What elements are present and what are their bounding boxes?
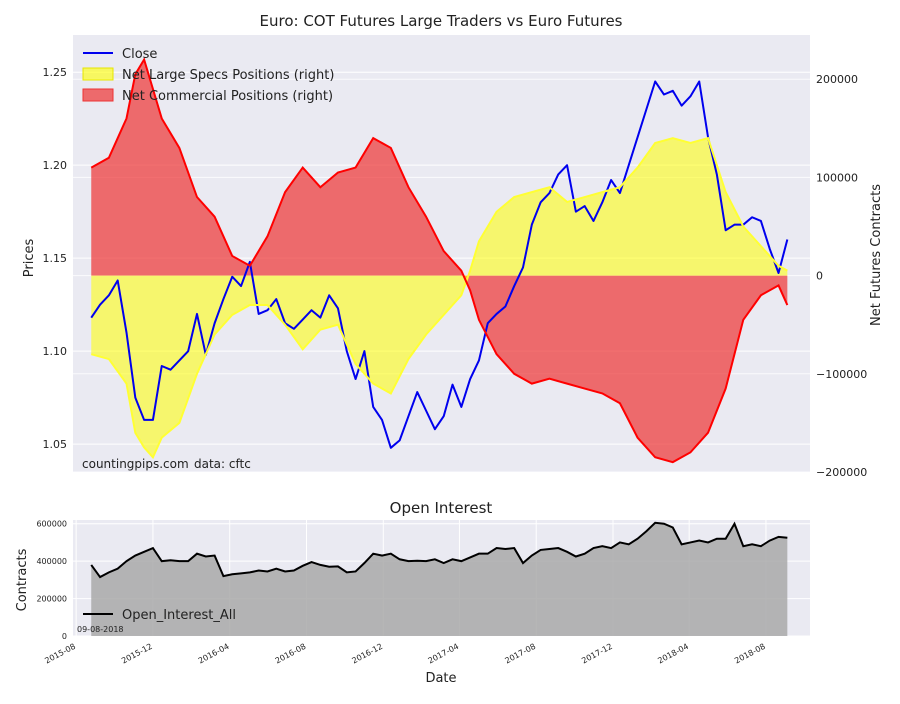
legend-open-interest-label: Open_Interest_All [122, 608, 236, 623]
left-tick-label: 1.05 [43, 438, 68, 451]
left-axis-label: Prices [22, 239, 37, 278]
open-interest-line [90, 521, 788, 579]
right-axis-label: Net Futures Contracts [869, 184, 884, 326]
specs-area [91, 138, 788, 458]
right-tick-label: −100000 [816, 368, 867, 381]
left-tick-label: 1.25 [43, 66, 68, 79]
right-tick-label: 100000 [816, 171, 858, 184]
bottom-chart-title: Open Interest [390, 499, 493, 517]
bottom-y-ticks: 0 200000 400000 600000 [36, 520, 67, 641]
legend-specs-swatch [82, 67, 114, 81]
left-tick-label: 1.15 [43, 252, 68, 265]
bottom-y-tick-label: 0 [62, 632, 67, 641]
left-tick-label: 1.10 [43, 345, 68, 358]
legend-specs-label: Net Large Specs Positions (right) [122, 68, 334, 83]
date-annotation: 09-08-2018 [77, 625, 124, 634]
bottom-y-tick-label: 400000 [36, 557, 67, 566]
source-text: data: cftc [194, 457, 251, 471]
commercial-area [91, 59, 788, 463]
left-tick-label: 1.20 [43, 159, 68, 172]
top-legend: Close Net Large Specs Positions (right) … [82, 47, 334, 104]
specs-line [90, 136, 788, 460]
bottom-series-marks [90, 521, 788, 636]
bottom-y-tick-label: 600000 [36, 520, 67, 529]
right-axis-ticks: −200000 −100000 0 100000 200000 [816, 73, 867, 479]
right-tick-label: 200000 [816, 73, 858, 86]
right-tick-label: 0 [816, 270, 823, 283]
commercial-line [90, 57, 789, 464]
right-tick-label: −200000 [816, 466, 867, 479]
legend-commercial-swatch [82, 88, 114, 102]
legend-commercial-label: Net Commercial Positions (right) [122, 89, 333, 104]
x-axis-label: Date [425, 671, 456, 686]
watermark-text: countingpips.com [82, 457, 189, 471]
top-series-marks [90, 57, 789, 464]
top-chart-title: Euro: COT Futures Large Traders vs Euro … [260, 12, 623, 30]
bottom-y-axis-label: Contracts [15, 548, 30, 611]
left-axis-ticks: 1.05 1.10 1.15 1.20 1.25 [43, 66, 68, 451]
open-interest-area [91, 522, 788, 636]
bottom-legend: Open_Interest_All [83, 608, 236, 623]
legend-close-label: Close [122, 47, 157, 62]
bottom-y-tick-label: 200000 [36, 595, 67, 604]
top-panel: 1.05 1.10 1.15 1.20 1.25 −200000 −100000 0 1000… [22, 12, 884, 479]
